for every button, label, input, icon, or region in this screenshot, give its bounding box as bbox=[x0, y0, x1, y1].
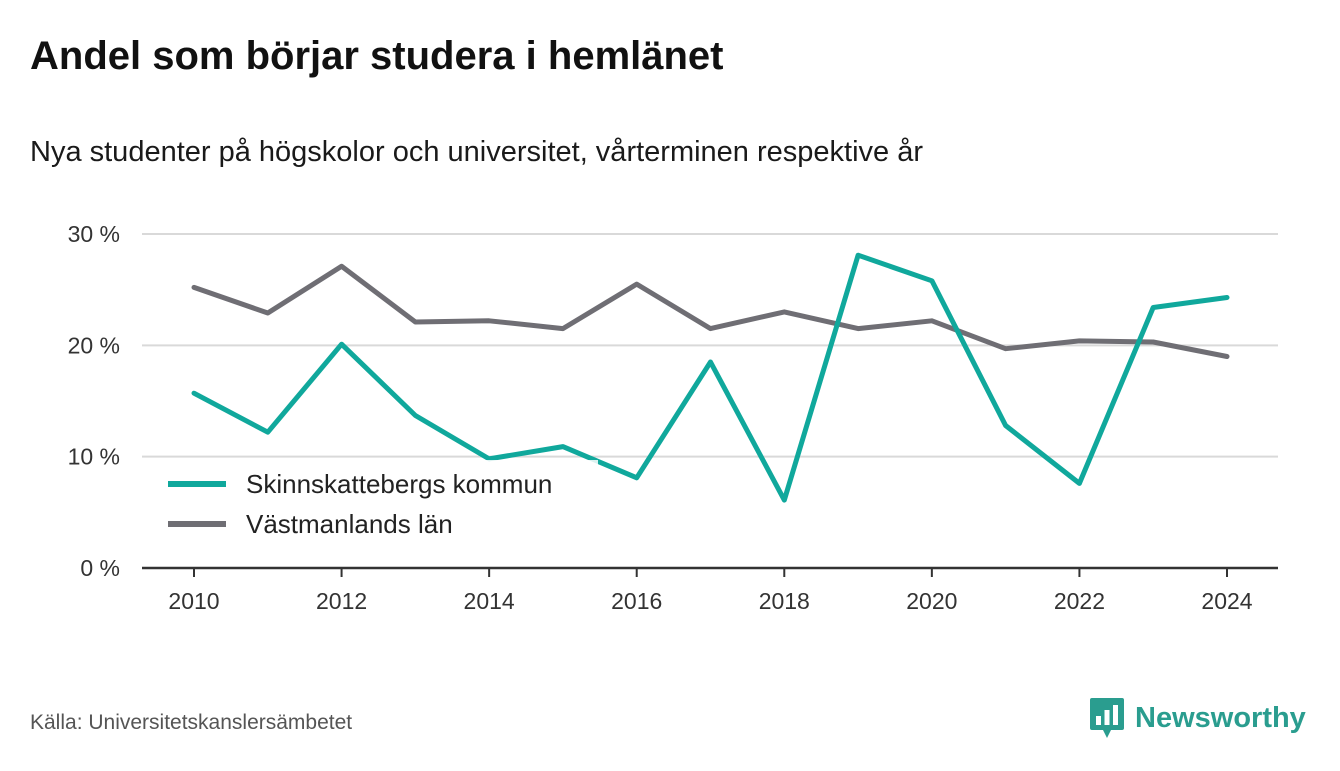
y-tick-label: 0 % bbox=[80, 555, 120, 581]
bar-chart-speech-bubble-icon bbox=[1090, 698, 1124, 738]
data-point-s1-2020 bbox=[929, 278, 934, 283]
x-tick-label: 2014 bbox=[464, 588, 515, 614]
data-point-s1-2011 bbox=[265, 430, 270, 435]
data-point-s2-2014 bbox=[487, 318, 492, 323]
data-point-s2-2019 bbox=[856, 326, 861, 331]
x-tick-label: 2012 bbox=[316, 588, 367, 614]
data-point-s1-2018 bbox=[782, 498, 787, 503]
series-line-2 bbox=[191, 263, 1230, 359]
data-point-s2-2017 bbox=[708, 326, 713, 331]
data-point-s2-2016 bbox=[634, 282, 639, 287]
data-point-s2-2012 bbox=[339, 264, 344, 269]
legend-background bbox=[158, 460, 598, 502]
y-tick-label: 10 % bbox=[68, 444, 120, 470]
grid-lines bbox=[142, 233, 1278, 458]
data-point-s2-2011 bbox=[265, 311, 270, 316]
data-point-s1-2021 bbox=[1003, 423, 1008, 428]
brand-logo: Newsworthy bbox=[1089, 696, 1306, 740]
series-line-1 bbox=[191, 252, 1230, 503]
data-point-s1-2017 bbox=[708, 360, 713, 365]
y-tick-label: 30 % bbox=[68, 221, 120, 247]
chart-title: Andel som börjar studera i hemlänet bbox=[30, 34, 724, 78]
x-tick-label: 2024 bbox=[1201, 588, 1252, 614]
data-point-s2-2021 bbox=[1003, 346, 1008, 351]
data-point-s1-2023 bbox=[1151, 305, 1156, 310]
legend-label-2: Västmanlands län bbox=[246, 509, 453, 539]
data-point-s2-2024 bbox=[1225, 354, 1230, 359]
data-point-s2-2013 bbox=[413, 319, 418, 324]
data-point-s1-2013 bbox=[413, 413, 418, 418]
y-tick-label: 20 % bbox=[68, 332, 120, 358]
legend-background bbox=[158, 500, 598, 542]
chart-subtitle: Nya studenter på högskolor och universit… bbox=[30, 136, 923, 168]
data-point-s1-2019 bbox=[856, 253, 861, 258]
legend-label-1: Skinnskattebergs kommun bbox=[246, 469, 552, 499]
source-note: Källa: Universitetskanslersämbetet bbox=[30, 711, 353, 734]
data-point-s1-2012 bbox=[339, 342, 344, 347]
x-tick-label: 2016 bbox=[611, 588, 662, 614]
axes: 0 % 10 % 20 % 30 % 2010 2012 2014 2016 2018 2020 2… bbox=[68, 221, 1278, 614]
data-point-s2-2022 bbox=[1077, 338, 1082, 343]
data-point-s1-2010 bbox=[192, 391, 197, 396]
series-lines bbox=[191, 252, 1230, 503]
legend: Skinnskattebergs kommun Västmanlands län bbox=[158, 460, 598, 542]
data-point-s1-2024 bbox=[1225, 295, 1230, 300]
data-point-s2-2023 bbox=[1151, 339, 1156, 344]
data-point-s2-2010 bbox=[192, 285, 197, 290]
data-point-s1-2022 bbox=[1077, 481, 1082, 486]
x-tick-label: 2018 bbox=[759, 588, 810, 614]
x-tick-label: 2010 bbox=[168, 588, 219, 614]
data-point-s2-2018 bbox=[782, 309, 787, 314]
x-tick-label: 2020 bbox=[906, 588, 957, 614]
data-point-s2-2020 bbox=[929, 318, 934, 323]
brand-name: Newsworthy bbox=[1135, 701, 1306, 734]
data-point-s1-2015 bbox=[560, 444, 565, 449]
data-point-s2-2015 bbox=[560, 326, 565, 331]
data-point-s1-2016 bbox=[634, 475, 639, 480]
x-tick-label: 2022 bbox=[1054, 588, 1105, 614]
